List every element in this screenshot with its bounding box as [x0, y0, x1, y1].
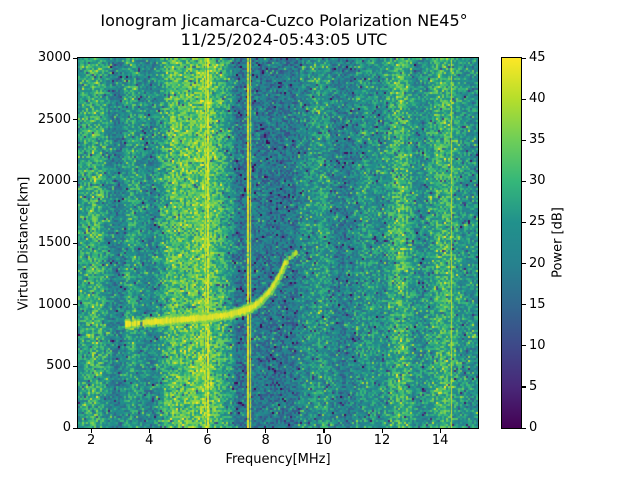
x-tick-mark: [265, 429, 267, 433]
colorbar-tick-mark: [522, 139, 526, 141]
y-tick-mark: [73, 365, 77, 368]
colorbar-tick-label: 15: [529, 296, 546, 312]
colorbar-tick-mark: [522, 57, 526, 59]
y-tick-mark: [73, 427, 77, 429]
colorbar-tick-label: 40: [529, 91, 546, 107]
colorbar-tick-label: 30: [529, 173, 546, 189]
x-tick-mark: [148, 429, 150, 433]
colorbar-tick-label: 20: [529, 255, 546, 271]
colorbar-gradient: [502, 58, 521, 428]
colorbar-tick-label: 35: [529, 132, 546, 148]
colorbar-tick-label: 0: [529, 420, 538, 435]
y-axis-label: Virtual Distance[km]: [16, 176, 32, 311]
y-tick-mark: [73, 304, 77, 306]
y-tick-label: 1000: [37, 296, 71, 312]
y-tick-mark: [73, 57, 77, 59]
x-tick-label: 8: [261, 433, 270, 448]
x-tick-mark: [439, 429, 441, 433]
x-tick-label: 10: [315, 433, 333, 448]
y-tick-mark: [73, 242, 77, 244]
y-tick-mark: [73, 119, 77, 121]
y-tick-label: 3000: [37, 50, 71, 65]
colorbar-tick-label: 5: [529, 378, 538, 394]
x-tick-mark: [323, 429, 325, 433]
chart-title: Ionogram Jicamarca-Cuzco Polarization NE…: [100, 11, 468, 30]
x-tick-label: 2: [86, 433, 96, 448]
x-tick-label: 4: [145, 433, 154, 448]
x-tick-mark: [206, 429, 209, 433]
colorbar-tick-mark: [522, 263, 526, 265]
chart-subtitle-timestamp: 11/25/2024-05:43:05 UTC: [180, 30, 388, 49]
colorbar-tick-mark: [522, 345, 526, 347]
colorbar-tick-mark: [522, 386, 526, 388]
colorbar-label: Power [dB]: [550, 207, 566, 278]
y-tick-label: 500: [46, 358, 71, 374]
colorbar-tick-mark: [522, 304, 526, 306]
y-tick-label: 2500: [37, 111, 71, 127]
y-tick-label: 0: [62, 420, 71, 435]
x-tick-mark: [90, 429, 92, 433]
colorbar-tick-mark: [522, 98, 526, 100]
colorbar-tick-mark: [522, 427, 526, 429]
colorbar-tick-label: 10: [529, 337, 546, 353]
x-tick-label: 14: [431, 433, 449, 448]
plot-area: [77, 57, 479, 429]
colorbar-tick-label: 45: [529, 50, 546, 65]
y-tick-label: 1500: [37, 235, 71, 250]
colorbar: [501, 57, 522, 429]
x-tick-label: 12: [373, 433, 391, 448]
x-axis-label: Frequency[MHz]: [225, 452, 331, 467]
x-tick-mark: [381, 429, 383, 433]
colorbar-tick-label: 25: [529, 214, 546, 230]
colorbar-tick-mark: [522, 221, 526, 224]
x-tick-label: 6: [203, 433, 212, 448]
ionogram-heatmap-canvas: [78, 58, 478, 428]
colorbar-tick-mark: [522, 180, 526, 183]
y-tick-label: 2000: [37, 173, 71, 189]
y-tick-mark: [73, 180, 77, 183]
